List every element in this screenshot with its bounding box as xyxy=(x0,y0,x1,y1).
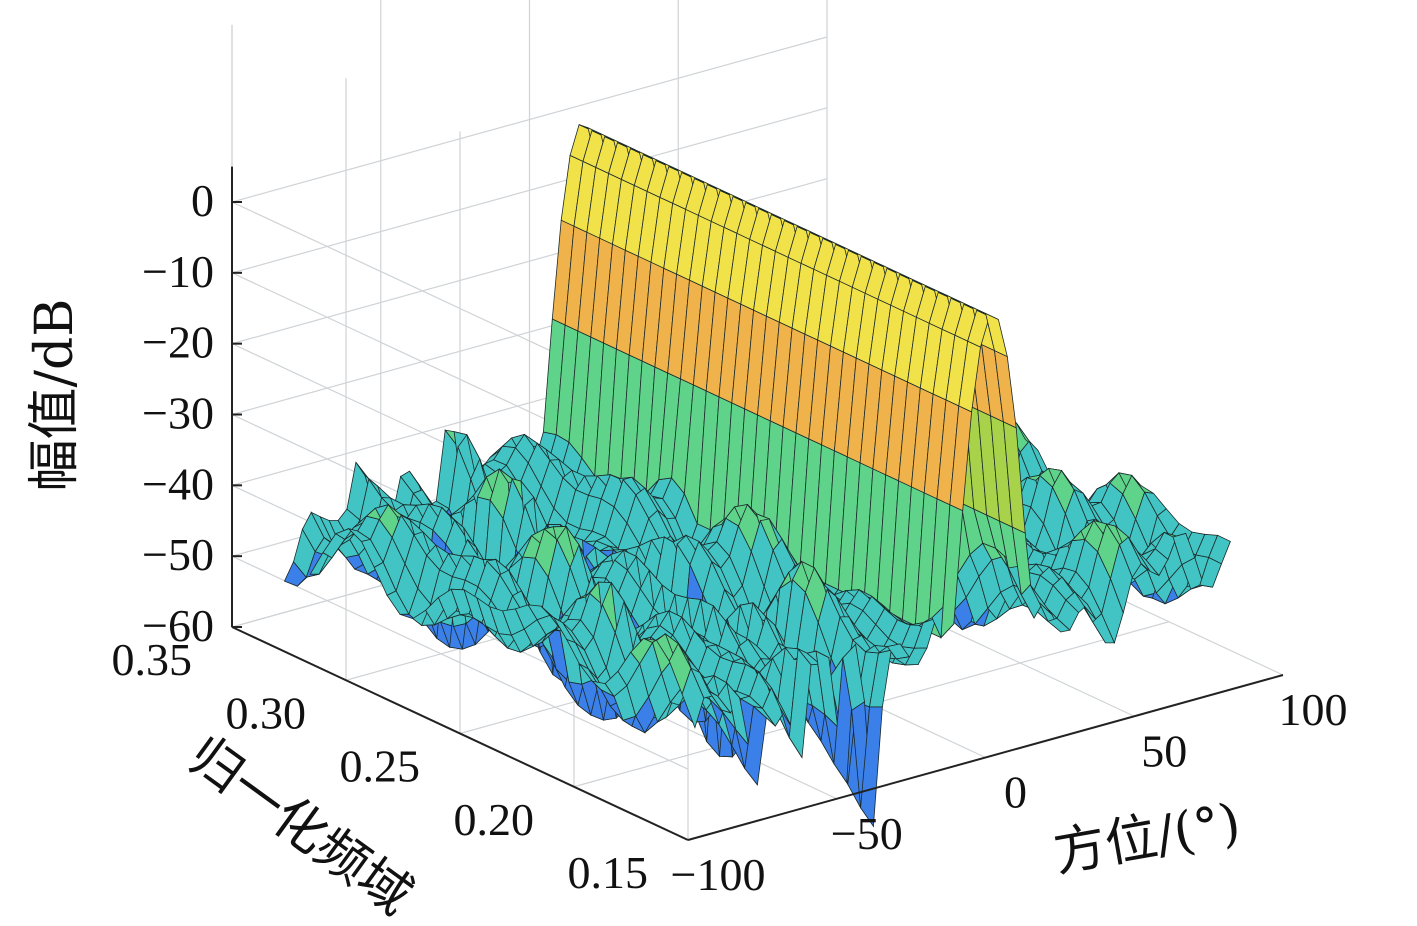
y-axis-line xyxy=(231,626,689,841)
axis-labels: 0 −10 −20 −30 −40 −50 −60 0.15 0.20 0.25 0.30 0.35 −… xyxy=(25,175,1348,926)
z-axis-title: 幅值/dB xyxy=(25,298,85,491)
surface-patch xyxy=(1208,534,1231,565)
z-tick-label: −40 xyxy=(142,458,214,509)
x-tick-label: 100 xyxy=(1279,684,1348,735)
z-tick-label: −20 xyxy=(142,317,214,368)
z-tick-label: −60 xyxy=(142,600,214,651)
z-tick-label: 0 xyxy=(191,175,214,226)
y-tick-label: 0.35 xyxy=(112,634,193,685)
y-tick-label: 0.25 xyxy=(340,741,421,792)
z-tick-label: −10 xyxy=(142,246,214,297)
surface-mesh xyxy=(283,124,1231,828)
x-tick-label: −100 xyxy=(671,849,766,900)
x-axis-line xyxy=(687,674,1284,841)
x-axis-title: 方位/(°) xyxy=(1049,792,1245,884)
y-tick-label: 0.20 xyxy=(454,794,535,845)
x-tick-label: −50 xyxy=(831,808,903,859)
y-tick-label: 0.15 xyxy=(568,847,649,898)
axes xyxy=(231,166,1284,841)
x-tick-label: 50 xyxy=(1141,725,1187,776)
z-tick-label: −30 xyxy=(142,388,214,439)
z-tick-label: −50 xyxy=(142,529,214,580)
y-tick-label: 0.30 xyxy=(226,687,307,738)
x-tick-label: 0 xyxy=(1004,767,1027,818)
